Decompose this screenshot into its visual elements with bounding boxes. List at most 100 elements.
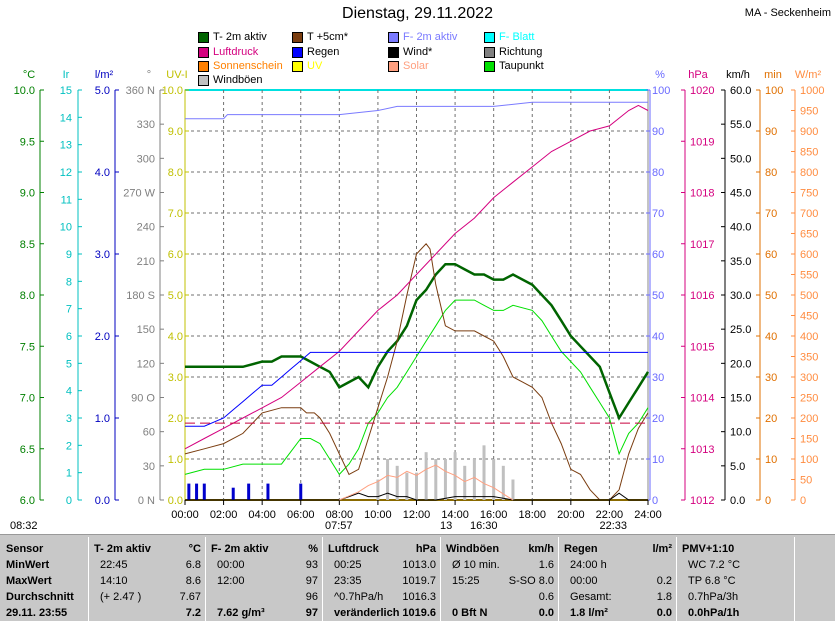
bar-windb-en [376, 479, 380, 500]
header-label: Windböen [446, 543, 500, 555]
solar-tick-label: 750 [800, 188, 818, 200]
uv-tick-label: 4.0 [168, 331, 183, 343]
wind-tick-label: 40.0 [730, 222, 751, 234]
bar-regen-impuls [247, 483, 251, 500]
hum-tick-label: 90 [652, 126, 664, 138]
row-value: 7.2 [185, 607, 201, 619]
temp-tick-label: 8.0 [20, 290, 35, 302]
dir-tick-label: 60 [143, 427, 155, 439]
time-tick-label: 14:00 [441, 509, 469, 521]
table-row: 00:00 93 [205, 557, 322, 573]
min-tick-label: 30 [765, 372, 777, 384]
hum-tick-label: 0 [652, 495, 658, 507]
temp-tick-label: 10.0 [14, 85, 35, 97]
row-value: 1019.7 [402, 575, 436, 587]
row-value: 0.2 [656, 575, 672, 587]
legend-swatch [198, 32, 209, 43]
time-tick-label: 16:00 [480, 509, 508, 521]
ir-tick-label: 4 [66, 386, 72, 398]
wind-tick-label: 25.0 [730, 324, 751, 336]
row-value: S-SO 8.0 [508, 575, 554, 587]
row-label: (+ 2.47 ) [100, 591, 142, 603]
wind-tick-label: 50.0 [730, 153, 751, 165]
uv-tick-label: 3.0 [168, 372, 183, 384]
time-tick-label: 06:00 [287, 509, 315, 521]
dir-tick-label: 210 [137, 256, 155, 268]
hum-tick-label: 100 [652, 85, 670, 97]
series-taupunkt [184, 299, 649, 476]
table-column: Sensor MinWert MaxWert Durchschnitt 29.11. 2… [0, 537, 89, 621]
ir-tick-label: 6 [66, 331, 72, 343]
dir-tick-label: 270 W [123, 188, 155, 200]
solar-tick-label: 250 [800, 393, 818, 405]
rain-tick-label: 0.0 [95, 495, 110, 507]
table-header: PMV+1:10 [676, 541, 794, 557]
row-value: 0.0 [656, 607, 672, 619]
header-unit: km/h [528, 543, 554, 555]
table-column: PMV+1:10 WC 7.2 °C TP 6.8 °C 0.7hPa/3h 0.0hP… [676, 537, 795, 621]
hum-tick-label: 20 [652, 413, 664, 425]
ir-tick-label: 0 [66, 495, 72, 507]
table-row: 29.11. 23:55 [0, 605, 88, 621]
uv-tick-label: 1.0 [168, 454, 183, 466]
dir-tick-label: 150 [137, 324, 155, 336]
table-column: T- 2m aktiv °C 22:45 6.8 14:10 8.6 (+ 2.47 ) 7.… [88, 537, 206, 621]
solar-tick-label: 950 [800, 106, 818, 118]
legend-label: Wind* [403, 46, 433, 58]
min-axis-unit: min [764, 69, 782, 81]
legend-item: Richtung [484, 45, 542, 60]
legend-swatch [292, 47, 303, 58]
rain-tick-label: 3.0 [95, 249, 110, 261]
row-label: 12:00 [217, 575, 245, 587]
wind-tick-label: 0.0 [730, 495, 745, 507]
solar-tick-label: 350 [800, 352, 818, 364]
table-row: MinWert [0, 557, 88, 573]
uv-tick-label: 9.0 [168, 126, 183, 138]
legend-item: Sonnenschein [198, 59, 283, 74]
bar-windb-en [463, 465, 467, 500]
ir-tick-label: 2 [66, 440, 72, 452]
bar-windb-en [443, 459, 447, 500]
time-tick-label: 18:00 [518, 509, 546, 521]
solar-tick-label: 100 [800, 454, 818, 466]
table-row: MaxWert [0, 573, 88, 589]
temp-tick-label: 6.0 [20, 495, 35, 507]
wind-tick-label: 10.0 [730, 427, 751, 439]
row-label: MaxWert [6, 575, 52, 587]
rain-tick-label: 1.0 [95, 413, 110, 425]
series-wind- [185, 492, 648, 501]
dir-tick-label: 90 O [131, 393, 155, 405]
row-label: 1.8 l/m² [570, 607, 608, 619]
legend-label: F- 2m aktiv [403, 31, 458, 43]
row-label: Durchschnitt [6, 591, 74, 603]
row-label: 29.11. 23:55 [6, 607, 68, 619]
legend-swatch [388, 47, 399, 58]
solar-tick-label: 300 [800, 372, 818, 384]
ir-tick-label: 14 [60, 112, 72, 124]
row-value: 1016.3 [402, 591, 436, 603]
time-tick-label: 04:00 [248, 509, 276, 521]
header-label: F- 2m aktiv [211, 543, 269, 555]
press-tick-label: 1020 [690, 85, 714, 97]
header-label: Regen [564, 543, 598, 555]
header-label: T- 2m aktiv [94, 543, 151, 555]
bar-windb-en [492, 459, 496, 500]
dir-tick-label: 30 [143, 461, 155, 473]
solar-tick-label: 800 [800, 167, 818, 179]
row-value: 93 [305, 559, 318, 571]
header-label: Sensor [6, 543, 44, 555]
series-regen [185, 351, 648, 427]
row-label: 24:00 h [570, 559, 607, 571]
legend-swatch [292, 32, 303, 43]
weather-chart: 10.09.59.08.58.07.57.06.56.0°C1514131211… [10, 69, 824, 532]
legend-item: Taupunkt [484, 59, 544, 74]
rain-tick-label: 4.0 [95, 167, 110, 179]
min-tick-label: 100 [765, 85, 783, 97]
solar-tick-label: 400 [800, 331, 818, 343]
uv-tick-label: 5.0 [168, 290, 183, 302]
wind-tick-label: 35.0 [730, 256, 751, 268]
table-row: 00:25 1013.0 [322, 557, 440, 573]
table-row: 22:45 6.8 [88, 557, 205, 573]
temp-tick-label: 7.0 [20, 393, 35, 405]
noon-mark-a: 13 [440, 520, 452, 532]
